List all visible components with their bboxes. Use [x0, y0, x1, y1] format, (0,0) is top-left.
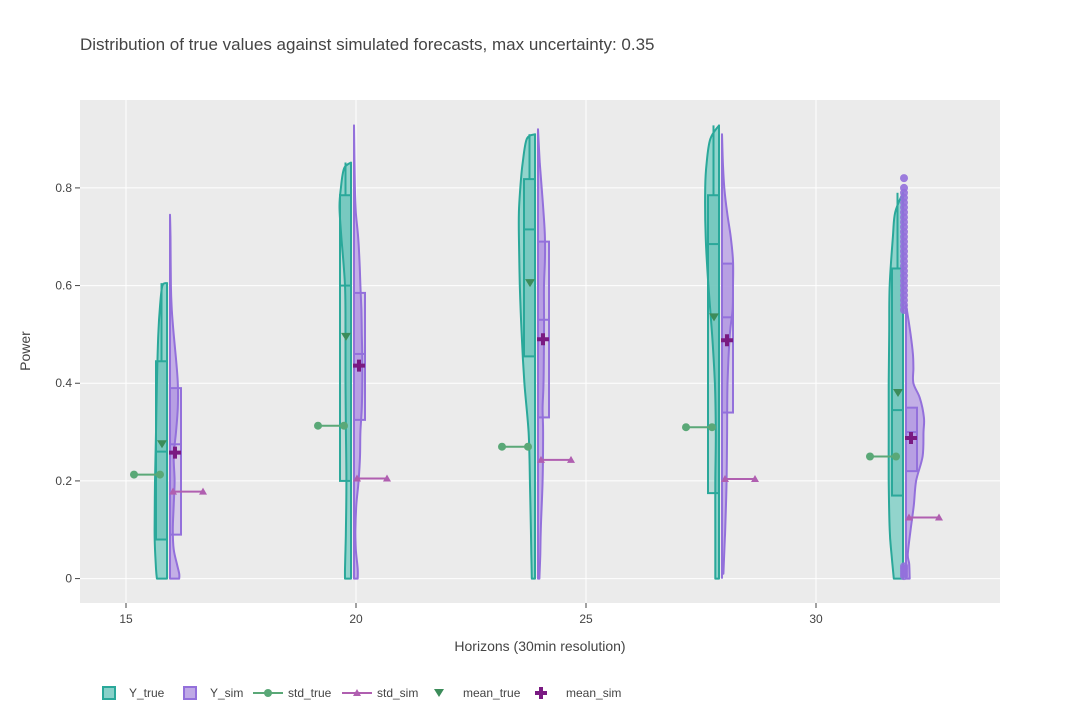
- legend-label: Y_sim: [210, 686, 243, 700]
- box-true-h24: [523, 178, 536, 358]
- std-sim-marker: [935, 513, 943, 521]
- std-true-marker: [892, 452, 900, 461]
- std-sim-marker: [199, 487, 207, 495]
- violin-sim-h16: [169, 213, 181, 580]
- legend-marker-std-true: [264, 689, 272, 697]
- sim-outlier-point: [900, 174, 908, 183]
- box-sim-h16-iqr: [169, 387, 182, 536]
- std-true-marker: [314, 421, 322, 430]
- x-axis: 15 20 25 30: [119, 603, 823, 626]
- violin-sim-h20: [353, 124, 364, 580]
- legend-label: mean_sim: [566, 686, 621, 700]
- chart-title: Distribution of true values against simu…: [80, 35, 655, 54]
- sim-outlier-point: [900, 562, 908, 571]
- mean-sim-marker: [905, 431, 917, 444]
- violin-true-h20: [338, 161, 352, 580]
- std-true-marker: [866, 452, 874, 461]
- mean-sim-marker: [537, 333, 549, 346]
- legend-item: std_sim: [342, 686, 418, 700]
- violin-traces: [130, 124, 943, 581]
- y-tick-label: 0.2: [55, 474, 72, 488]
- box-true-h24-iqr: [523, 178, 536, 358]
- legend-label: Y_true: [129, 686, 165, 700]
- y-tick-label: 0.4: [55, 376, 72, 390]
- mean-true-marker: [893, 389, 903, 398]
- x-tick-label: 15: [119, 612, 133, 626]
- mean-true-marker: [525, 279, 535, 288]
- std-true-marker: [498, 442, 506, 451]
- box-sim-h24: [537, 240, 550, 419]
- y-tick-label: 0: [65, 572, 72, 586]
- violin-sim-h32: [905, 304, 926, 580]
- std-sim-marker: [383, 474, 391, 482]
- legend-item: std_true: [253, 686, 332, 700]
- legend-item: mean_sim: [535, 686, 621, 700]
- legend-label: std_true: [288, 686, 332, 700]
- legend: Y_true Y_sim std_true std_sim mean_true mean_…: [102, 686, 621, 700]
- mean-true-marker: [157, 440, 167, 449]
- box-sim-h16: [169, 387, 182, 536]
- std-true-marker: [524, 442, 532, 451]
- legend-swatch-y-true: [102, 686, 116, 700]
- mean-sim-marker: [169, 446, 181, 459]
- std-sim-marker: [721, 474, 729, 482]
- y-axis-title: Power: [17, 331, 33, 371]
- std-sim-marker: [537, 455, 545, 463]
- legend-marker-mean-sim: [535, 687, 547, 699]
- legend-label: mean_true: [463, 686, 521, 700]
- legend-marker-mean-true: [434, 689, 444, 697]
- legend-item: Y_sim: [183, 686, 243, 700]
- mean-true-marker: [709, 313, 719, 322]
- std-true-marker: [682, 423, 690, 432]
- box-true-h28: [707, 194, 720, 495]
- std-true-marker: [156, 470, 164, 479]
- x-tick-label: 20: [349, 612, 363, 626]
- legend-swatch-y-sim: [183, 686, 197, 700]
- legend-item: mean_true: [434, 686, 521, 700]
- mean-true-marker: [341, 332, 351, 341]
- box-sim-h20: [353, 291, 366, 421]
- mean-sim-marker: [353, 359, 365, 372]
- std-true-marker: [130, 470, 138, 479]
- std-sim-marker: [169, 487, 177, 495]
- std-true-marker: [340, 421, 348, 430]
- x-tick-label: 30: [809, 612, 823, 626]
- sim-outlier-point: [900, 183, 908, 192]
- std-sim-marker: [353, 474, 361, 482]
- std-sim-marker: [751, 474, 759, 482]
- box-true-h16: [155, 360, 168, 541]
- box-sim-h24-iqr: [537, 240, 550, 419]
- std-true-marker: [708, 423, 716, 432]
- y-axis: 0 0.2 0.4 0.6 0.8: [55, 181, 80, 586]
- std-sim-marker: [905, 513, 913, 521]
- y-tick-label: 0.8: [55, 181, 72, 195]
- x-axis-title: Horizons (30min resolution): [454, 638, 625, 654]
- box-true-h16-iqr: [155, 360, 168, 541]
- legend-marker-std-sim: [353, 689, 361, 696]
- box-true-h28-iqr: [707, 194, 720, 495]
- box-sim-h20-iqr: [353, 291, 366, 421]
- legend-label: std_sim: [377, 686, 418, 700]
- mean-sim-marker: [721, 334, 733, 347]
- y-tick-label: 0.6: [55, 279, 72, 293]
- x-tick-label: 25: [579, 612, 593, 626]
- std-sim-marker: [567, 455, 575, 463]
- legend-item: Y_true: [102, 686, 165, 700]
